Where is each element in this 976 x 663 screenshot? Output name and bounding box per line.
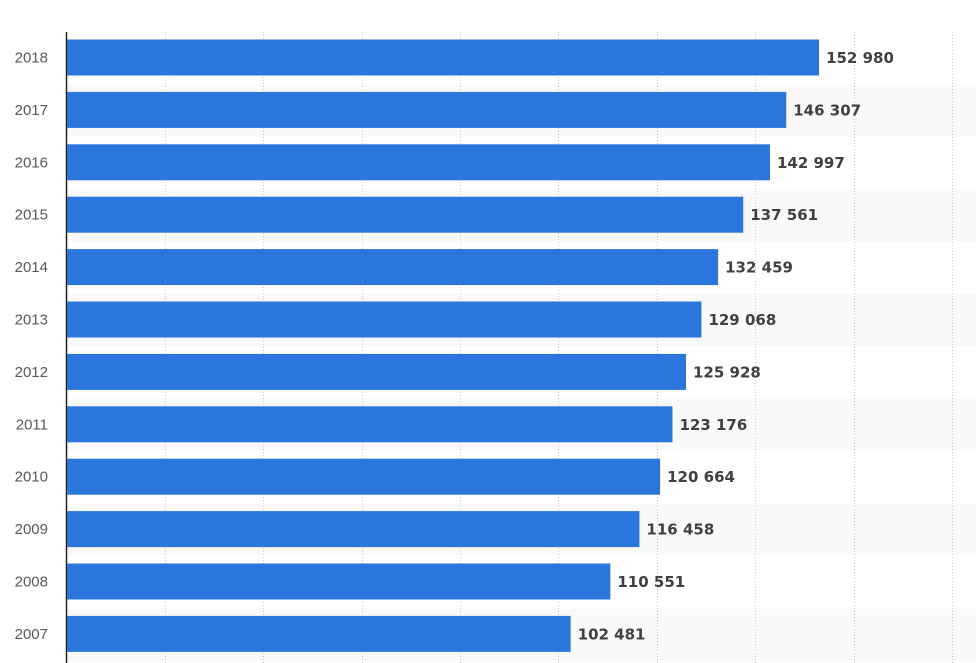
value-label-2011: 123 176 xyxy=(679,416,747,434)
value-label-2010: 120 664 xyxy=(667,468,735,486)
bar-2018[interactable] xyxy=(67,39,820,76)
value-label-2007: 102 481 xyxy=(578,625,646,643)
value-label-2009: 116 458 xyxy=(646,521,714,539)
value-label-2017: 146 307 xyxy=(793,101,861,119)
category-label-2013: 2013 xyxy=(15,312,48,329)
category-label-2015: 2015 xyxy=(15,207,48,224)
bar-2016[interactable] xyxy=(67,144,770,181)
bar-2013[interactable] xyxy=(67,301,702,338)
value-label-2015: 137 561 xyxy=(750,206,818,224)
value-label-2013: 129 068 xyxy=(708,311,776,329)
bar-2012[interactable] xyxy=(67,353,686,390)
bars xyxy=(67,39,820,652)
gridlines xyxy=(165,32,953,663)
bar-2009[interactable] xyxy=(67,511,640,548)
value-label-2016: 142 997 xyxy=(777,154,845,172)
category-label-2011: 2011 xyxy=(16,416,48,433)
bar-2007[interactable] xyxy=(67,615,571,652)
bar-2014[interactable] xyxy=(67,249,719,286)
category-label-2016: 2016 xyxy=(15,154,48,171)
category-label-2007: 2007 xyxy=(15,626,48,643)
category-label-2009: 2009 xyxy=(15,521,48,538)
bar-2011[interactable] xyxy=(67,406,673,443)
value-labels: 152 980 146 307 142 997 137 561 132 459 129 0… xyxy=(578,49,894,643)
category-label-2014: 2014 xyxy=(15,259,48,276)
bar-2017[interactable] xyxy=(67,91,787,128)
category-label-2018: 2018 xyxy=(15,50,48,67)
bar-2010[interactable] xyxy=(67,458,661,495)
bar-2015[interactable] xyxy=(67,196,744,233)
value-label-2014: 132 459 xyxy=(725,259,793,277)
category-labels: 2018 2017 2016 2015 2014 2013 2012 2011 2010 2009… xyxy=(15,50,48,643)
category-label-2017: 2017 xyxy=(15,102,48,119)
category-label-2010: 2010 xyxy=(15,469,48,486)
value-label-2012: 125 928 xyxy=(693,363,761,381)
value-label-2008: 110 551 xyxy=(617,573,685,591)
value-label-2018: 152 980 xyxy=(826,49,894,67)
category-label-2008: 2008 xyxy=(15,574,48,591)
bar-2008[interactable] xyxy=(67,563,611,600)
category-label-2012: 2012 xyxy=(15,364,48,381)
